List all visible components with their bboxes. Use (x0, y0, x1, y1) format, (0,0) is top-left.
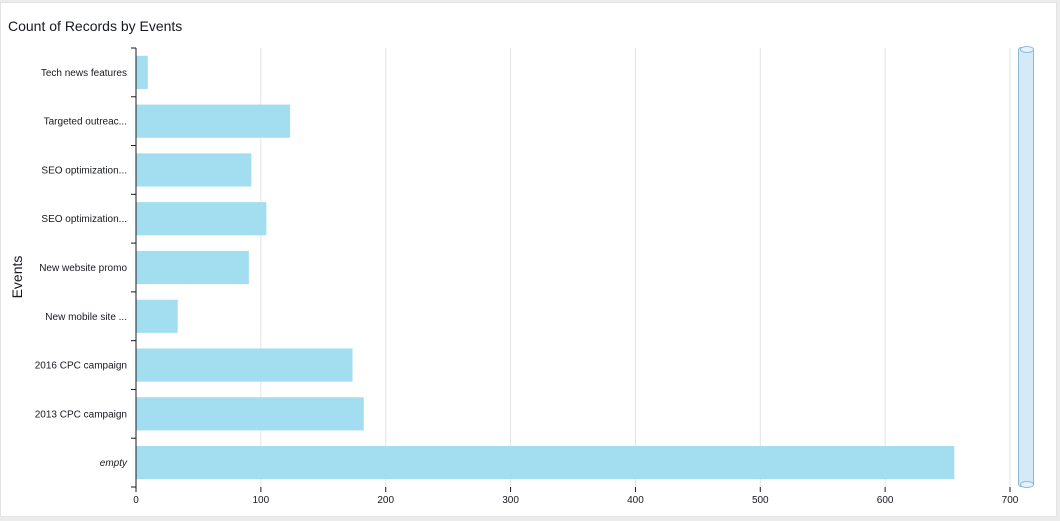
category-label: 2013 CPC campaign (35, 409, 127, 420)
x-tick-label: 100 (253, 495, 270, 506)
x-tick-label: 500 (752, 495, 769, 506)
category-label: SEO optimization... (41, 165, 127, 176)
chart-title: Count of Records by Events (8, 18, 183, 34)
bar-4[interactable] (136, 250, 249, 285)
bar-5[interactable] (136, 299, 178, 333)
x-tick-label: 600 (877, 495, 894, 506)
x-tick-label: 300 (502, 495, 519, 506)
y-axis-title: Events (9, 256, 25, 299)
bar-6[interactable] (136, 348, 353, 382)
category-label: empty (100, 458, 128, 469)
category-label: Targeted outreac... (44, 117, 127, 128)
bar-8[interactable] (136, 446, 955, 480)
scroll-slider[interactable] (1018, 46, 1034, 488)
category-label: New mobile site ... (45, 312, 127, 323)
bar-0[interactable] (136, 55, 148, 89)
bar-1[interactable] (136, 104, 291, 138)
grid-lines (260, 48, 1011, 487)
category-label: New website promo (39, 263, 127, 274)
bar-2[interactable] (136, 153, 252, 187)
bars (136, 55, 955, 480)
x-tick-label: 700 (1002, 495, 1019, 506)
bar-3[interactable] (136, 202, 267, 236)
category-label: Tech news features (41, 68, 127, 79)
x-tick-label: 400 (627, 495, 644, 506)
x-tick-label: 200 (377, 495, 394, 506)
category-label: 2016 CPC campaign (35, 361, 127, 372)
axes: 0 100 200 300 400 500 600 700 Tech news features… (35, 47, 1019, 506)
category-label: SEO optimization... (41, 214, 127, 225)
scroll-handle-bottom[interactable] (1020, 481, 1034, 488)
bar-7[interactable] (136, 397, 364, 431)
x-tick-label: 0 (133, 495, 139, 506)
scroll-handle-top[interactable] (1020, 46, 1034, 53)
